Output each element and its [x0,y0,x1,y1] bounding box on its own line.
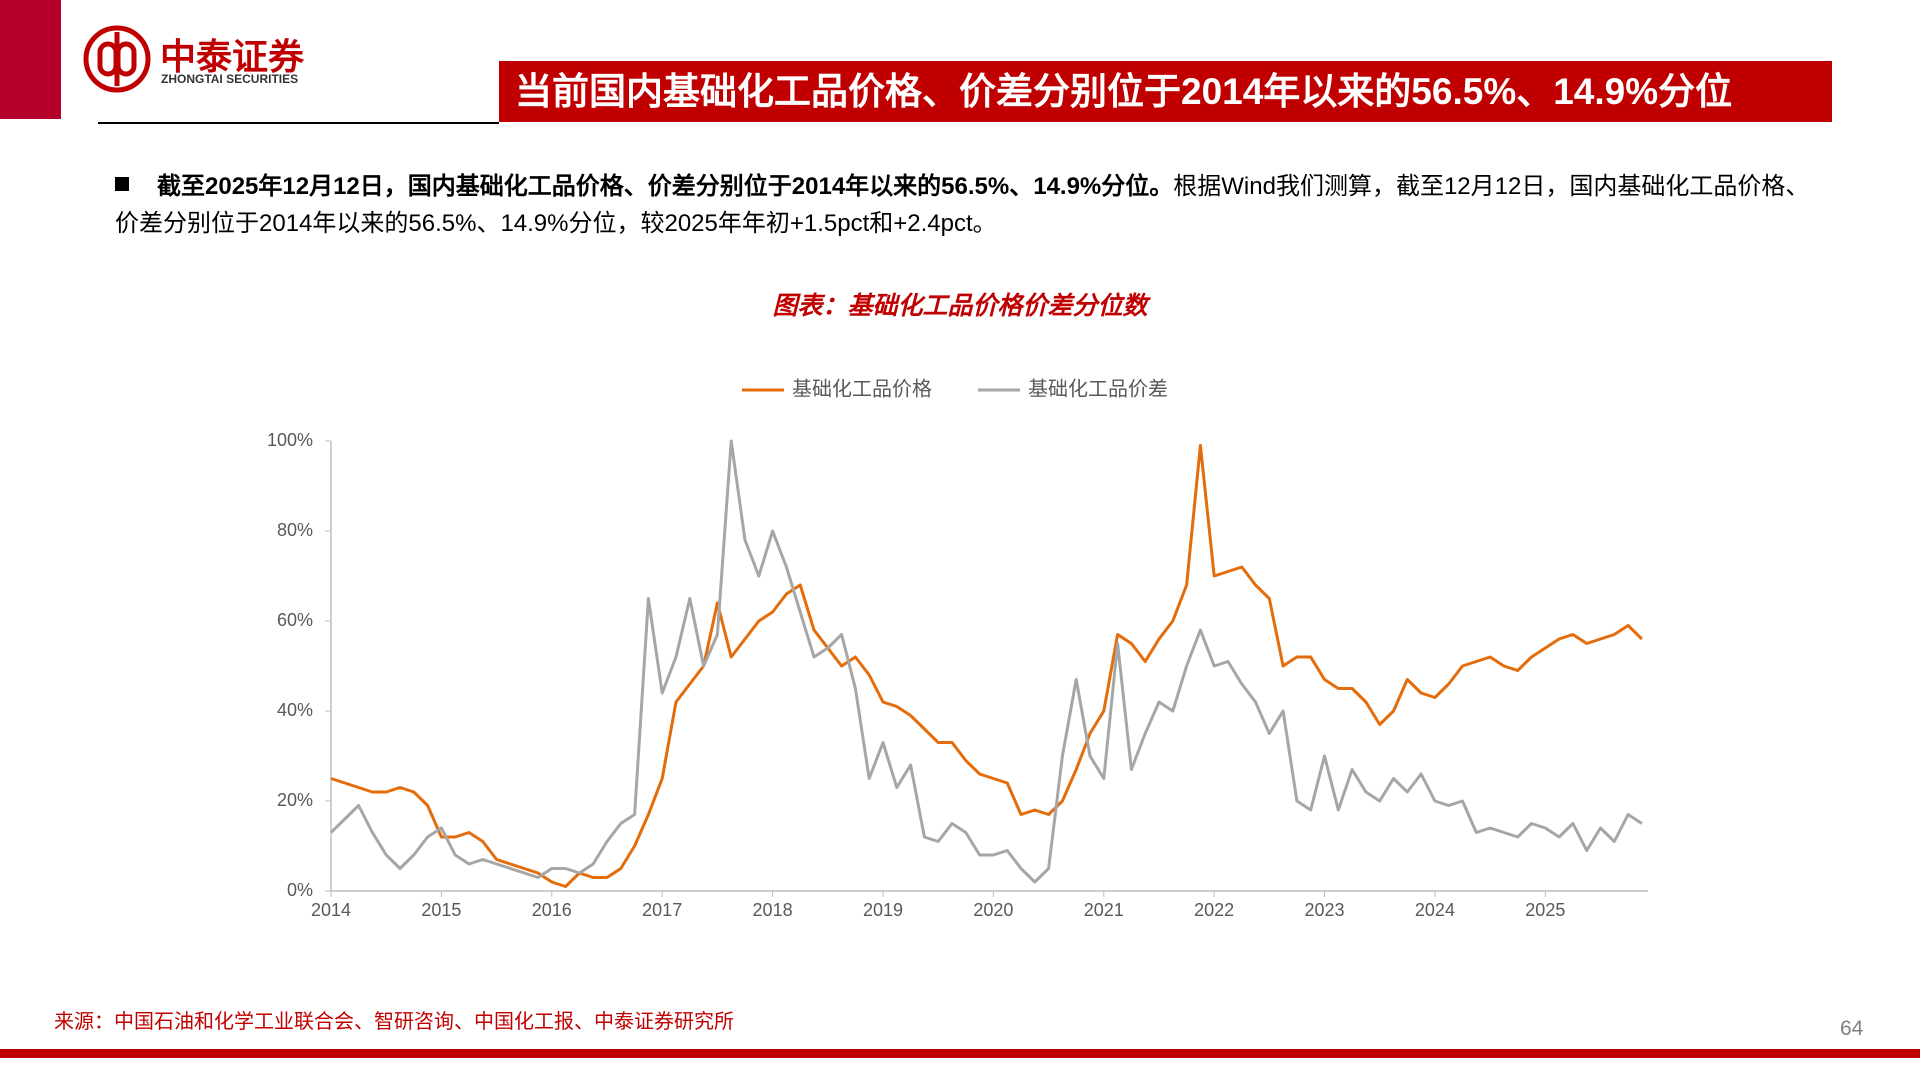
footer-rule [0,1049,1920,1058]
page-number: 64 [1840,1017,1864,1040]
chart: 0% 20% 40% 60% 80% 100% 2014 2015 2016 2017 2018 20… [267,377,1648,920]
bullet-text: 截至2025年12月12日，国内基础化工品价格、价差分别位于2014年以来的56… [115,168,1825,242]
x-tick-label: 2025 [1525,900,1565,920]
company-name-en: ZHONGTAI SECURITIES [161,72,299,86]
x-tick-label: 2021 [1084,900,1124,920]
legend-label: 基础化工品价差 [1028,377,1168,400]
x-tick-label: 2015 [421,900,461,920]
bullet-body: 根据Wind我们测算，截至12月12日，国内基础化工品价格、价差分别位于2014… [115,173,1810,237]
y-tick-label: 60% [277,610,313,630]
bullet-bold: 截至2025年12月12日，国内基础化工品价格、价差分别位于2014年以来的56… [157,173,1174,200]
x-tick-label: 2023 [1305,900,1345,920]
bullet-square [115,177,129,191]
y-tick-label: 20% [277,790,313,810]
x-tick-label: 2017 [642,900,682,920]
header-rule [98,122,499,124]
corner-band [0,0,61,119]
y-tick-label: 100% [267,430,313,450]
x-tick-label: 2016 [532,900,572,920]
x-tick-label: 2014 [311,900,351,920]
y-tick-label: 80% [277,520,313,540]
x-tick-label: 2020 [973,900,1013,920]
logo-mark [83,25,151,93]
source-note: 来源：中国石油和化学工业联合会、智研咨询、中国化工报、中泰证券研究所 [54,1011,734,1033]
y-tick-label: 0% [287,880,313,900]
x-tick-label: 2018 [753,900,793,920]
x-tick-label: 2024 [1415,900,1455,920]
x-tick-label: 2019 [863,900,903,920]
chart-caption: 图表：基础化工品价格价差分位数 [772,292,1148,320]
legend-label: 基础化工品价格 [792,377,932,400]
series-line [329,439,1643,884]
series-line [330,444,1643,888]
company-name: 中泰证券 [160,36,305,77]
slide-title: 当前国内基础化工品价格、价差分别位于2014年以来的56.5%、14.9%分位 [499,61,1832,122]
y-tick-label: 40% [277,700,313,720]
x-tick-label: 2022 [1194,900,1234,920]
